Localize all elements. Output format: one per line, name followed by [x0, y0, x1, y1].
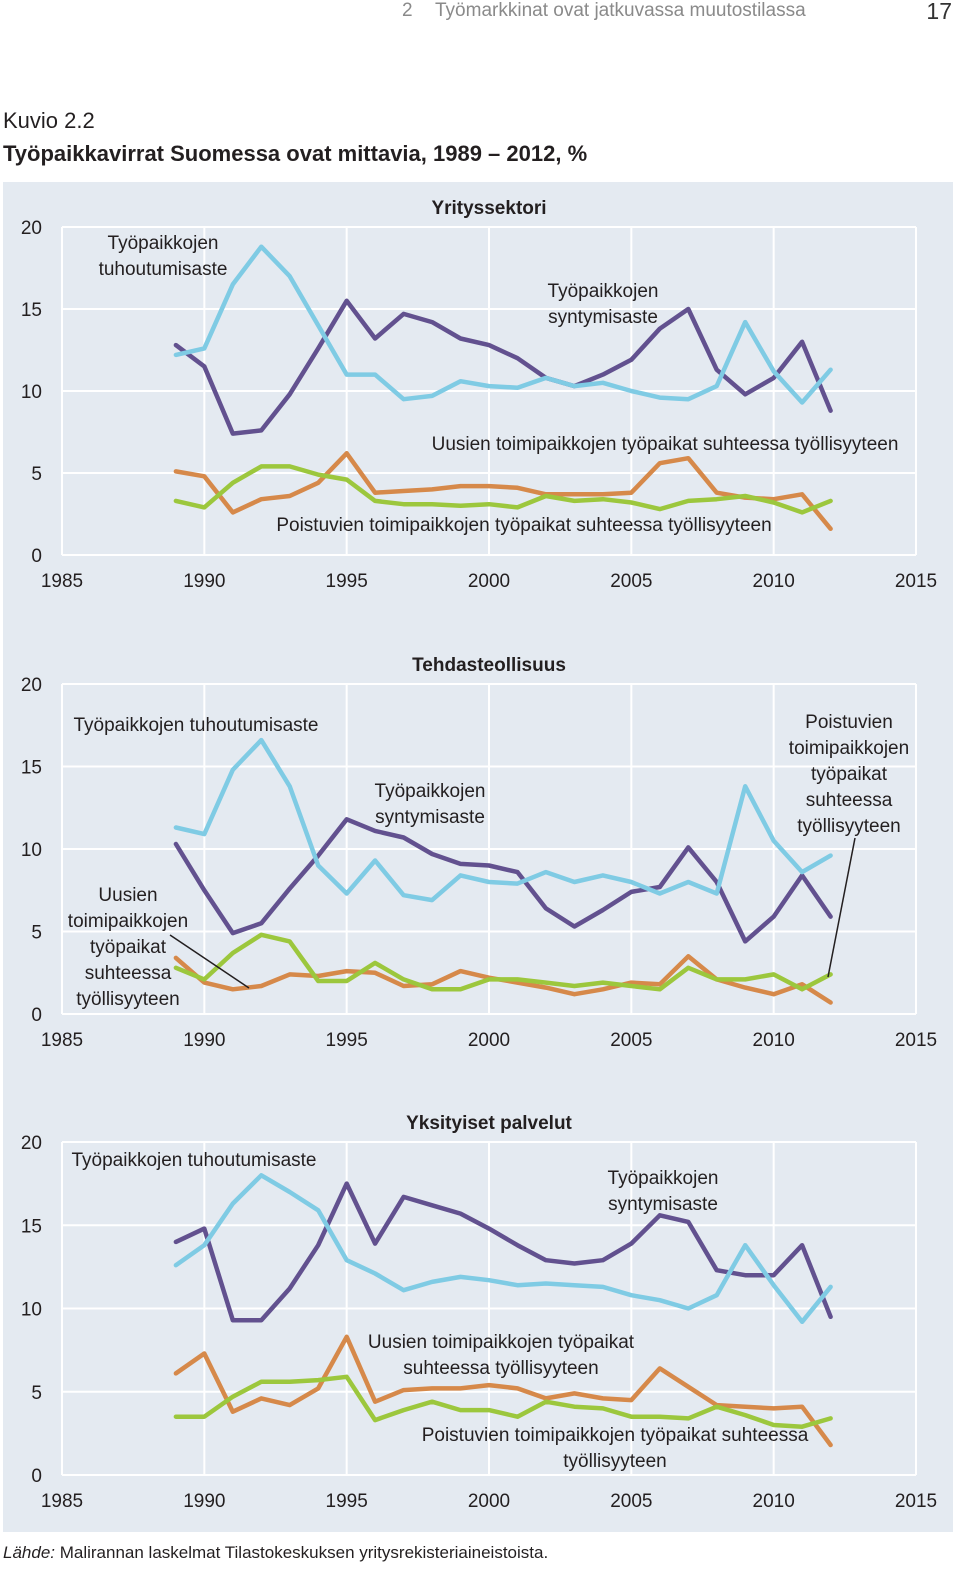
x-tick-label: 2005 [610, 571, 652, 592]
annotation-leader-line [169, 934, 250, 989]
annotation-leader-line [827, 837, 856, 978]
chapter-title: Työmarkkinat ovat jatkuvassa muutostilas… [435, 0, 806, 21]
y-tick-label: 0 [31, 1466, 42, 1487]
y-tick-label: 20 [21, 1133, 42, 1154]
annotation-label: Poistuvien toimipaikkojen työpaikat suht… [422, 1425, 809, 1472]
series-line-destruction [173, 298, 833, 436]
x-tick-label: 1995 [326, 1030, 368, 1051]
x-tick-label: 2000 [468, 1030, 510, 1051]
page-header: 2 Työmarkkinat ovat jatkuvassa muutostil… [0, 0, 960, 28]
annotation-label: Poistuvien toimipaikkojen työpaikat suhtees… [789, 712, 909, 837]
x-tick-label: 1990 [183, 1491, 225, 1512]
x-tick-label: 2000 [468, 571, 510, 592]
x-tick-label: 1995 [326, 571, 368, 592]
annotation-label: Työpaikkojen tuhoutumisaste [71, 1150, 316, 1171]
page-number: 17 [926, 0, 952, 24]
x-tick-label: 1985 [41, 1030, 83, 1051]
x-tick-label: 1985 [41, 571, 83, 592]
x-tick-label: 2010 [753, 1030, 795, 1051]
y-tick-label: 5 [31, 464, 42, 485]
source-prefix: Lähde: [3, 1543, 55, 1562]
annotation-label: Uusien toimipaikkojen työpaikat suhteessa ty… [68, 885, 188, 1010]
annotation-label: Poistuvien toimipaikkojen työpaikat suht… [276, 515, 771, 536]
x-tick-label: 2015 [895, 1491, 937, 1512]
y-tick-label: 0 [31, 546, 42, 567]
y-tick-label: 20 [21, 218, 42, 239]
x-tick-label: 2015 [895, 1030, 937, 1051]
y-tick-label: 20 [21, 675, 42, 696]
y-tick-label: 10 [21, 1300, 42, 1321]
x-tick-label: 2000 [468, 1491, 510, 1512]
y-tick-label: 15 [21, 300, 42, 321]
source-note: Lähde: Malirannan laskelmat Tilastokesku… [3, 1543, 548, 1563]
series-line-creation [173, 737, 833, 903]
y-tick-label: 5 [31, 923, 42, 944]
y-tick-label: 10 [21, 840, 42, 861]
annotation-label: Työpaikkojen tuhoutumisaste [99, 233, 228, 280]
series-line-new-establishments [173, 451, 833, 532]
chart-panel [3, 182, 953, 1532]
y-tick-label: 10 [21, 382, 42, 403]
x-tick-label: 2010 [753, 571, 795, 592]
annotation-label: Työpaikkojen syntymisaste [608, 1168, 719, 1215]
series-line-exiting-establishments [173, 1374, 833, 1429]
source-text: Malirannan laskelmat Tilastokeskuksen yr… [55, 1543, 549, 1562]
series-line-destruction [173, 1181, 833, 1323]
figure-title: Työpaikkavirrat Suomessa ovat mittavia, … [3, 141, 588, 166]
figure-label: Kuvio 2.2 [3, 108, 95, 133]
y-tick-label: 0 [31, 1005, 42, 1026]
annotation-label: Työpaikkojen syntymisaste [548, 281, 659, 328]
x-tick-label: 1995 [326, 1491, 368, 1512]
x-tick-label: 1990 [183, 571, 225, 592]
chart-title: Tehdasteollisuus [412, 655, 566, 676]
series-line-destruction [173, 817, 833, 944]
series-line-creation [173, 244, 833, 405]
x-tick-label: 2005 [610, 1491, 652, 1512]
chart-title: Yrityssektori [431, 198, 546, 219]
x-tick-label: 1990 [183, 1030, 225, 1051]
x-tick-label: 2010 [753, 1491, 795, 1512]
series-line-creation [173, 1173, 833, 1325]
chart-title: Yksityiset palvelut [406, 1113, 572, 1134]
x-tick-label: 1985 [41, 1491, 83, 1512]
annotation-label: Uusien toimipaikkojen työpaikat suhteessa… [368, 1332, 635, 1379]
chapter-number: 2 [402, 0, 413, 21]
annotation-label: Työpaikkojen syntymisaste [375, 781, 486, 828]
annotation-label: Työpaikkojen tuhoutumisaste [73, 715, 318, 736]
y-tick-label: 15 [21, 758, 42, 779]
x-tick-label: 2005 [610, 1030, 652, 1051]
y-tick-label: 15 [21, 1216, 42, 1237]
x-tick-label: 2015 [895, 571, 937, 592]
series-line-exiting-establishments [173, 932, 833, 992]
y-tick-label: 5 [31, 1383, 42, 1404]
series-line-exiting-establishments [173, 464, 833, 515]
series-line-new-establishments [173, 1334, 833, 1448]
annotation-label: Uusien toimipaikkojen työpaikat suhteess… [432, 434, 899, 455]
